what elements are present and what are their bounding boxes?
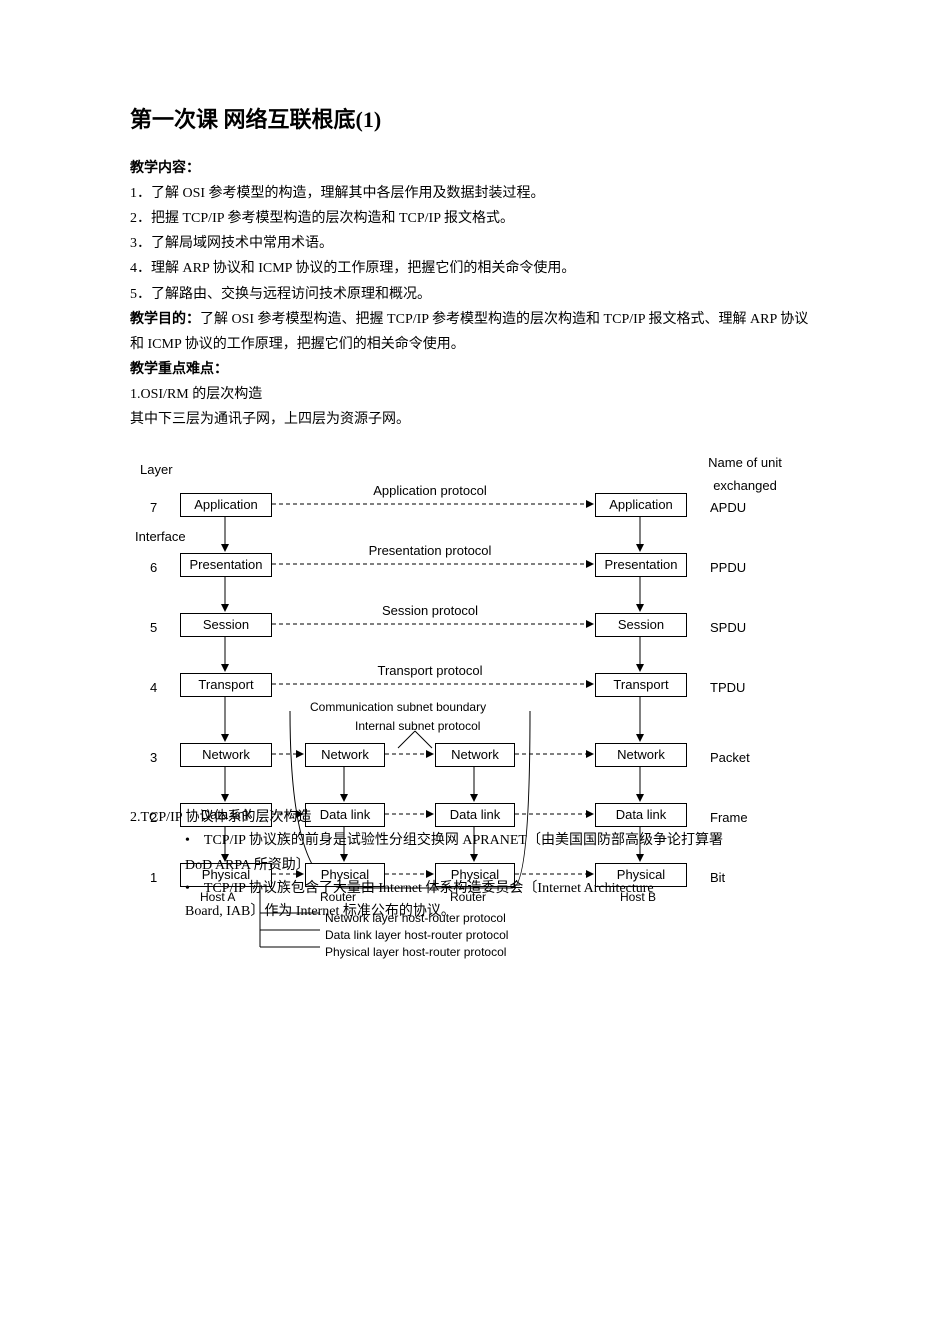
- internal-proto: Internal subnet protocol: [355, 716, 480, 738]
- focus-item-1: 1.OSI/RM 的层次构造: [130, 382, 820, 407]
- layer-right-3: Network: [595, 743, 687, 767]
- router1-2: Data link: [305, 803, 385, 827]
- content-item: 2．把握 TCP/IP 参考模型构造的层次构造和 TCP/IP 报文格式。: [130, 206, 820, 231]
- content-item: 1．了解 OSI 参考模型的构造，理解其中各层作用及数据封装过程。: [130, 181, 820, 206]
- layer-num-7: 7: [150, 496, 157, 519]
- router2-3: Network: [435, 743, 515, 767]
- interface-label: Interface: [135, 525, 186, 548]
- layer-num-3: 3: [150, 746, 157, 769]
- proto-4: Transport protocol: [280, 659, 580, 682]
- unit-5: SPDU: [710, 616, 746, 639]
- overlay-2: 2.TCP/IP 协议体系的层次构造: [130, 805, 312, 830]
- teaching-content-section: 教学内容：: [130, 156, 820, 181]
- header-unit: Name of unitexchanged: [685, 451, 805, 498]
- layer-left-6: Presentation: [180, 553, 272, 577]
- layer-right-6: Presentation: [595, 553, 687, 577]
- layer-num-1: 1: [150, 866, 157, 889]
- proto-7: Application protocol: [280, 479, 580, 502]
- proto-6: Presentation protocol: [280, 539, 580, 562]
- page-title: 第一次课 网络互联根底(1): [130, 100, 820, 140]
- layer-right-4: Transport: [595, 673, 687, 697]
- osi-diagram: Layer Name of unitexchanged Interface 7A…: [130, 453, 820, 983]
- unit-7: APDU: [710, 496, 746, 519]
- teaching-goal-label: 教学目的：: [130, 312, 200, 327]
- layer-right-2: Data link: [595, 803, 687, 827]
- teaching-focus-label: 教学重点难点：: [130, 357, 820, 382]
- overlay-bullet1: • TCP/IP 协议族的前身是试验性分组交换网 APRANET〔由美国国防部高…: [185, 828, 723, 853]
- focus-item-1-sub: 其中下三层为通讯子网，上四层为资源子网。: [130, 407, 820, 432]
- legend-3: Physical layer host-router protocol: [325, 942, 506, 964]
- teaching-goal: 教学目的：了解 OSI 参考模型构造、把握 TCP/IP 参考模型构造的层次构造…: [130, 307, 820, 357]
- unit-4: TPDU: [710, 676, 745, 699]
- layer-num-6: 6: [150, 556, 157, 579]
- layer-num-4: 4: [150, 676, 157, 699]
- layer-left-4: Transport: [180, 673, 272, 697]
- unit-2: Frame: [710, 806, 748, 829]
- overlay-bullet2b: Board, IAB〕作为 Internet 标准公布的协议。: [185, 899, 455, 924]
- content-list: 1．了解 OSI 参考模型的构造，理解其中各层作用及数据封装过程。 2．把握 T…: [130, 181, 820, 307]
- content-item: 4．理解 ARP 协议和 ICMP 协议的工作原理，把握它们的相关命令使用。: [130, 256, 820, 281]
- layer-right-5: Session: [595, 613, 687, 637]
- layer-left-7: Application: [180, 493, 272, 517]
- unit-3: Packet: [710, 746, 750, 769]
- proto-5: Session protocol: [280, 599, 580, 622]
- layer-left-5: Session: [180, 613, 272, 637]
- content-item: 3．了解局域网技术中常用术语。: [130, 231, 820, 256]
- teaching-content-label: 教学内容：: [130, 161, 200, 176]
- layer-num-5: 5: [150, 616, 157, 639]
- header-layer: Layer: [140, 458, 173, 481]
- overlay-bullet2a: • TCP/IP 协议族包含了大量由 Internet 体系构造委员会〔Inte…: [185, 876, 654, 901]
- router2-2: Data link: [435, 803, 515, 827]
- overlay-bullet1b: DoD ARPA 所资助〕: [185, 853, 310, 878]
- teaching-goal-text: 了解 OSI 参考模型构造、把握 TCP/IP 参考模型构造的层次构造和 TCP…: [130, 312, 808, 352]
- layer-right-7: Application: [595, 493, 687, 517]
- content-item: 5．了解路由、交换与远程访问技术原理和概况。: [130, 282, 820, 307]
- layer-left-3: Network: [180, 743, 272, 767]
- unit-1: Bit: [710, 866, 725, 889]
- router1-3: Network: [305, 743, 385, 767]
- unit-6: PPDU: [710, 556, 746, 579]
